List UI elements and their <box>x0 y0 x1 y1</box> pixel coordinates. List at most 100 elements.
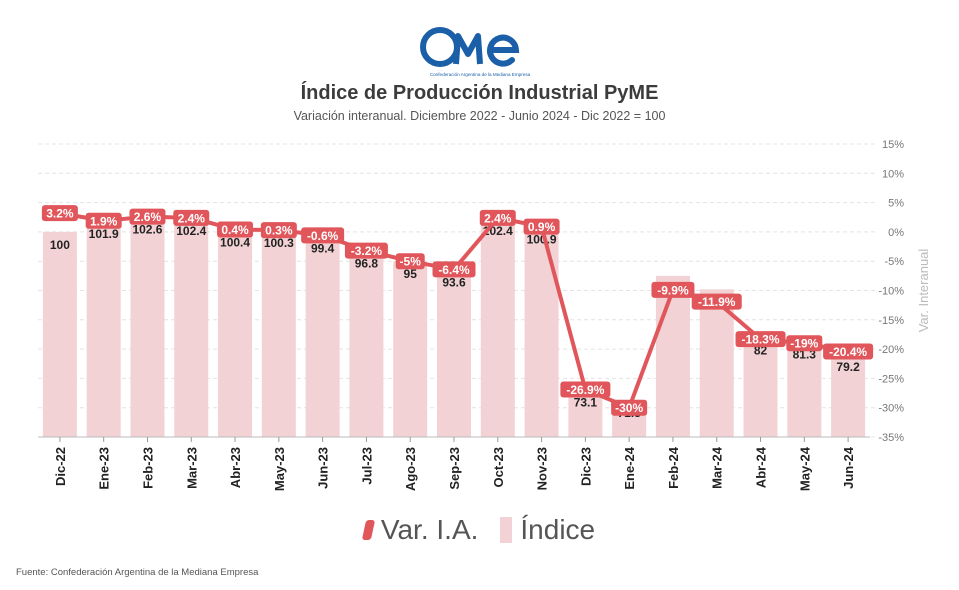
bar-label: 102.6 <box>132 223 162 237</box>
x-tick-label: Dic-22 <box>53 447 68 486</box>
point-label-bg <box>735 331 786 348</box>
source-note: Fuente: Confederación Argentina de la Me… <box>16 567 259 578</box>
bar <box>787 341 822 437</box>
bar <box>393 261 428 437</box>
point-label: 2.6% <box>134 210 162 224</box>
x-tick-label: Ene-24 <box>622 446 637 489</box>
bar <box>349 250 384 437</box>
point-label-bg <box>217 221 254 238</box>
bar-label: 95 <box>404 267 418 281</box>
point-label: -0.6% <box>307 229 339 243</box>
bar-label: 93.6 <box>442 275 466 289</box>
chart-subtitle: Variación interanual. Diciembre 2022 - J… <box>293 109 666 123</box>
x-tick-label: Mar-24 <box>710 446 725 489</box>
point-label: -11.9% <box>698 295 736 309</box>
x-tick-label: Sep-23 <box>447 447 462 490</box>
bar-label: 100.3 <box>264 236 294 250</box>
x-tick-label: Abr-23 <box>228 447 243 488</box>
point-label-bg <box>432 261 476 278</box>
legend-item-var-ia[interactable]: Var. I.A. <box>361 514 479 546</box>
y-axis-label: Var. Interanual <box>916 249 931 333</box>
y-tick-label: -25% <box>878 373 904 385</box>
point-label: 0.3% <box>265 224 293 238</box>
bar <box>305 235 340 437</box>
point-label-bg <box>41 205 78 222</box>
point-label-bg <box>129 208 166 225</box>
point-label: 2.4% <box>178 211 206 225</box>
x-tick-label: Feb-23 <box>140 447 155 489</box>
bar-label: 73.1 <box>574 396 598 410</box>
x-tick-label: Jul-23 <box>359 447 374 485</box>
y-tick-label: 10% <box>882 168 904 180</box>
legend-bar-label: Índice <box>520 514 596 545</box>
bar-label: 79.2 <box>836 360 860 374</box>
point-label-bg <box>823 343 874 360</box>
y-tick-label: -5% <box>884 256 904 268</box>
logo-subtitle: Confederación Argentina de la Mediana Em… <box>430 72 531 77</box>
y-tick-label: 5% <box>888 198 904 210</box>
x-tick-label: Jun-24 <box>841 446 856 489</box>
x-tick-label: May-23 <box>272 447 287 491</box>
point-label: -19% <box>790 337 818 351</box>
x-tick-label: Mar-23 <box>184 447 199 489</box>
legend: Var. I.A. Índice <box>0 514 959 546</box>
x-axis: Dic-22 Ene-23 Feb-23 Mar-23 Abr-23 May-23 Jun-… <box>38 436 870 491</box>
point-label-bg <box>395 253 425 270</box>
bar <box>174 217 209 437</box>
bar <box>655 275 690 437</box>
legend-item-indice[interactable]: Índice <box>500 514 595 546</box>
bar-label: 101.9 <box>89 227 119 241</box>
bar <box>480 217 515 437</box>
y-tick-label: -30% <box>878 403 904 415</box>
x-tick-label: Oct-23 <box>491 447 506 487</box>
point-label-bg <box>173 209 210 226</box>
x-tick-label: Ene-23 <box>97 447 112 490</box>
point-label: 3.2% <box>46 207 74 221</box>
y-tick-label: -35% <box>878 432 904 444</box>
point-label: 0.9% <box>528 220 556 234</box>
x-tick-label: Feb-24 <box>666 446 681 489</box>
x-tick-label: May-24 <box>797 446 812 491</box>
bar <box>261 230 296 437</box>
legend-bar-swatch <box>500 517 513 543</box>
bar <box>437 269 471 437</box>
point-label-bg <box>786 335 823 352</box>
x-tick-label: Jun-23 <box>316 447 331 489</box>
bar <box>42 231 77 437</box>
point-label: 0.4% <box>221 223 249 237</box>
point-label-bg <box>85 212 122 229</box>
y-tick-label: -10% <box>878 286 904 298</box>
bar <box>743 337 778 437</box>
point-label: 2.4% <box>484 211 512 225</box>
point-label-bg <box>301 227 345 244</box>
bar-label: 100.9 <box>527 233 557 247</box>
point-label-bg <box>651 281 695 298</box>
bar-label: 100.4 <box>220 236 250 250</box>
point-label-bg <box>260 222 297 239</box>
bar-label: 100 <box>50 238 70 252</box>
bar <box>218 229 253 437</box>
x-tick-label: Nov-23 <box>535 447 550 490</box>
x-tick-label: Dic-23 <box>578 447 593 486</box>
point-label-bg <box>691 293 742 310</box>
bar-label: 102.4 <box>176 224 206 238</box>
bar-label: 96.8 <box>355 257 379 271</box>
legend-line-label: Var. I.A. <box>380 514 479 545</box>
point-label-bg <box>344 242 388 259</box>
point-label: -30% <box>615 401 643 415</box>
bar-label: 99.4 <box>311 241 335 255</box>
bar <box>831 353 866 437</box>
x-tick-label: Abr-24 <box>754 446 769 488</box>
point-labels: 3.2% 1.9% 2.6% 2.4% 0.4% 0.3% -0.6% -3.2% -5% -6.… <box>41 205 874 416</box>
point-label: -5% <box>400 255 422 269</box>
y-axis-right: 15% 10% 5% 0% -5% -10% -15% -20% -25% -30% -35% Var… <box>878 139 931 444</box>
bar <box>130 216 165 437</box>
bar <box>86 220 121 437</box>
legend-line-swatch <box>361 520 376 540</box>
point-label-bg <box>523 218 560 235</box>
point-label: -6.4% <box>438 263 470 277</box>
y-tick-label: -15% <box>878 315 904 327</box>
came-logo: Confederación Argentina de la Mediana Em… <box>420 27 531 77</box>
point-label: -9.9% <box>657 283 689 297</box>
